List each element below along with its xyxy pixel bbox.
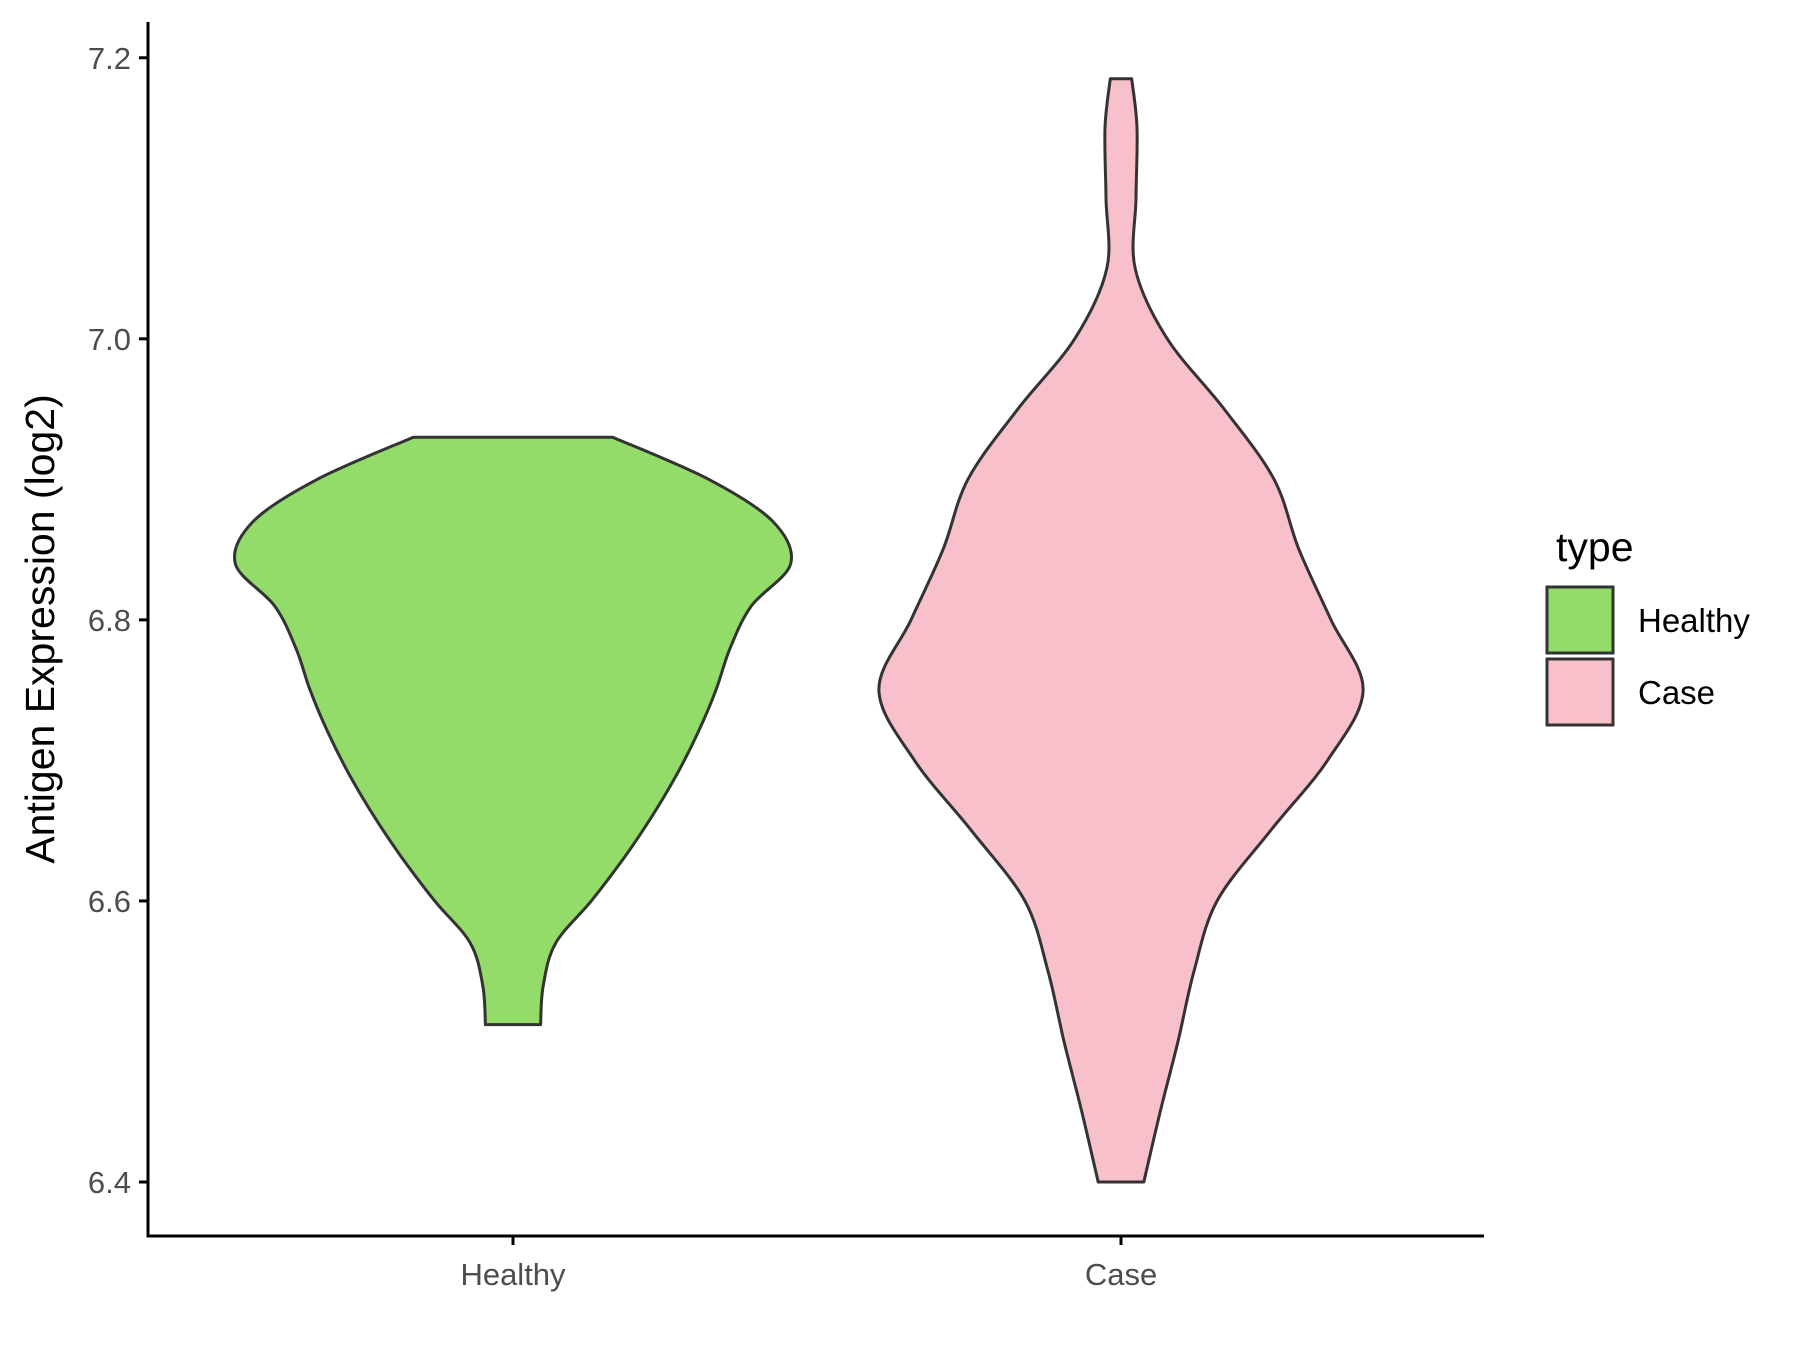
x-ticks: Healthy Case xyxy=(460,1236,1157,1292)
x-tick-label: Case xyxy=(1085,1257,1157,1292)
y-tick-label: 6.6 xyxy=(88,884,131,919)
violin-healthy xyxy=(233,435,793,1027)
y-tick-label: 7.2 xyxy=(88,41,131,76)
legend: type Healthy Case xyxy=(1545,524,1750,727)
legend-key-case xyxy=(1545,657,1615,727)
violin-group xyxy=(233,77,1365,1184)
x-tick-label: Healthy xyxy=(460,1257,566,1292)
y-tick-label: 6.4 xyxy=(88,1165,131,1200)
y-tick-label: 6.8 xyxy=(88,603,131,638)
legend-title: type xyxy=(1556,524,1634,570)
y-tick-label: 7.0 xyxy=(88,322,131,357)
axes xyxy=(146,22,1484,1238)
violin-case xyxy=(877,77,1365,1184)
legend-label-case: Case xyxy=(1638,674,1715,711)
y-axis-title: Antigen Expression (log2) xyxy=(17,394,63,863)
legend-key-healthy xyxy=(1545,585,1615,655)
y-ticks: 6.4 6.6 6.8 7.0 7.2 xyxy=(88,41,148,1200)
legend-label-healthy: Healthy xyxy=(1638,602,1750,639)
